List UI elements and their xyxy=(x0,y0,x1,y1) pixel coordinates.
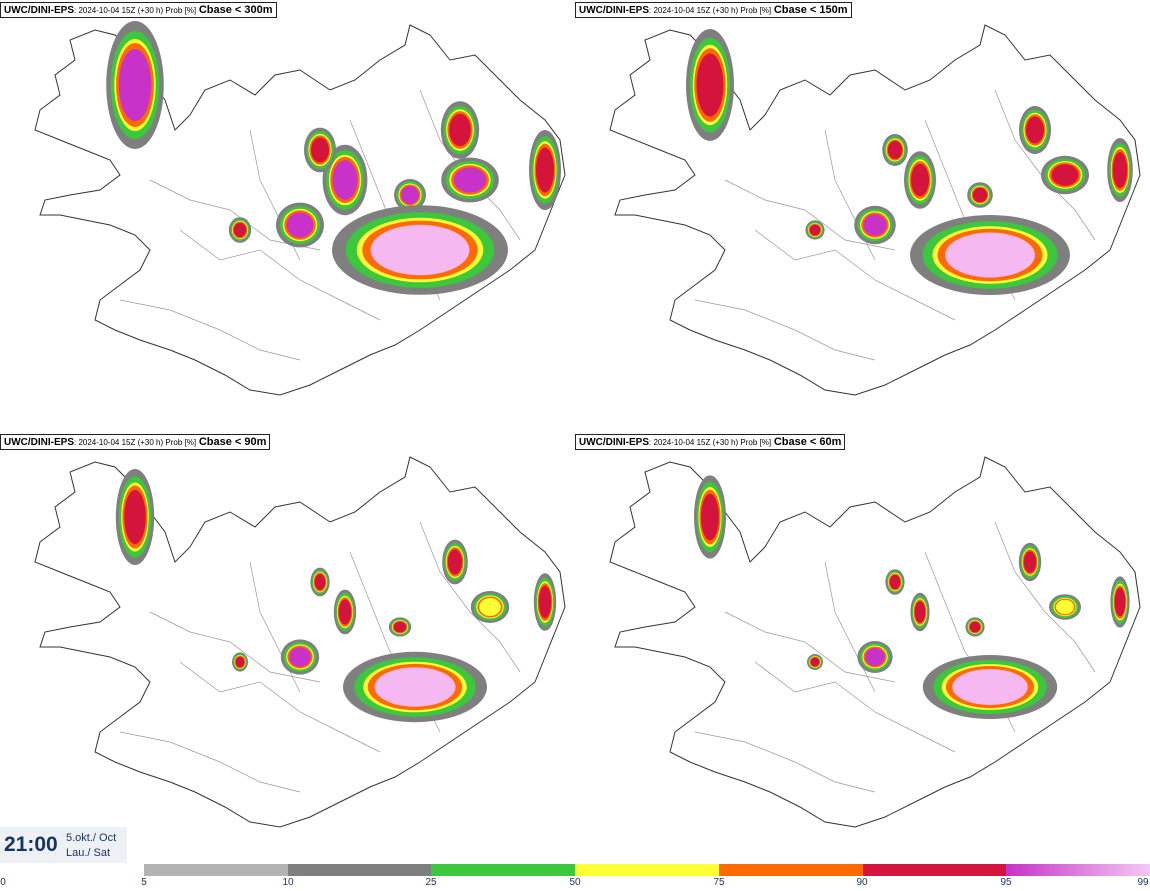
probability-area xyxy=(233,222,247,238)
map-panel-300m: UWC/DINI-EPS: 2024-10-04 15Z (+30 h) Pro… xyxy=(0,0,575,430)
probability-area xyxy=(1023,551,1037,573)
probability-area xyxy=(393,621,407,633)
probability-area xyxy=(1051,164,1079,186)
probability-area xyxy=(865,648,885,666)
boundary-line xyxy=(119,731,301,793)
panel-title: UWC/DINI-EPS: 2024-10-04 15Z (+30 h) Pro… xyxy=(575,2,852,18)
probability-area xyxy=(374,667,456,707)
probability-area xyxy=(1112,152,1128,188)
valid-time: 21:00 xyxy=(4,833,58,856)
map-canvas xyxy=(609,456,1141,828)
colorbar-tick-label: 99 xyxy=(1137,877,1149,888)
colorbar-tick-label: 90 xyxy=(856,877,868,888)
probability-area xyxy=(370,224,470,276)
probability-area xyxy=(401,186,419,204)
probability-area xyxy=(911,163,929,197)
probability-colorbar xyxy=(144,864,1150,876)
colorbar-tick-label: 95 xyxy=(1000,877,1012,888)
boundary-line xyxy=(149,611,321,683)
probability-area xyxy=(809,224,821,236)
boundary-line xyxy=(824,561,876,693)
probability-area xyxy=(696,53,724,117)
probability-area xyxy=(889,574,901,590)
map-panel-90m: UWC/DINI-EPS: 2024-10-04 15Z (+30 h) Pro… xyxy=(0,432,575,862)
colorbar-segment xyxy=(575,864,719,876)
colorbar-segment xyxy=(144,864,288,876)
panel-title: UWC/DINI-EPS: 2024-10-04 15Z (+30 h) Pro… xyxy=(0,2,277,18)
probability-area xyxy=(810,657,820,667)
probability-area xyxy=(701,493,719,541)
boundary-line xyxy=(724,611,896,683)
map-panel-60m: UWC/DINI-EPS: 2024-10-04 15Z (+30 h) Pro… xyxy=(575,432,1150,862)
boundary-line xyxy=(179,661,381,753)
colorbar-segment xyxy=(862,864,1007,876)
map-canvas xyxy=(609,24,1141,396)
panel-title: UWC/DINI-EPS: 2024-10-04 15Z (+30 h) Pro… xyxy=(0,434,271,450)
boundary-line xyxy=(119,299,301,361)
colorbar-segment xyxy=(718,864,863,876)
probability-area xyxy=(449,113,471,147)
map-canvas xyxy=(34,456,566,828)
probability-area xyxy=(969,621,981,633)
boundary-line xyxy=(419,521,521,673)
boundary-line xyxy=(694,731,876,793)
probability-area xyxy=(945,232,1035,278)
probability-area xyxy=(286,212,314,238)
colorbar-tick-label: 50 xyxy=(569,877,581,888)
probability-area xyxy=(447,549,463,575)
map-panel-150m: UWC/DINI-EPS: 2024-10-04 15Z (+30 h) Pro… xyxy=(575,0,1150,430)
colorbar-tick-label: 0 xyxy=(0,877,6,888)
probability-area xyxy=(952,669,1028,705)
colorbar-tick-label: 25 xyxy=(425,877,437,888)
probability-area xyxy=(332,160,358,200)
valid-time-box: 21:00 5.okt./ Oct Lau./ Sat xyxy=(0,827,127,863)
probability-area xyxy=(914,601,926,623)
colorbar-segment xyxy=(1006,864,1150,876)
probability-area xyxy=(479,598,501,616)
boundary-line xyxy=(754,661,956,753)
probability-area xyxy=(235,656,245,668)
probability-area xyxy=(1026,116,1044,144)
boundary-line xyxy=(179,229,381,321)
probability-area xyxy=(289,647,311,667)
boundary-line xyxy=(994,521,1096,673)
colorbar-tick-label: 5 xyxy=(141,877,147,888)
valid-date: 5.okt./ Oct Lau./ Sat xyxy=(66,832,117,859)
map-canvas xyxy=(34,21,566,396)
probability-area xyxy=(453,167,487,193)
probability-area xyxy=(538,585,552,619)
probability-area xyxy=(118,49,152,121)
probability-area xyxy=(124,490,146,544)
probability-area xyxy=(311,137,329,163)
colorbar-segment xyxy=(287,864,432,876)
probability-area xyxy=(887,141,903,159)
panel-title: UWC/DINI-EPS: 2024-10-04 15Z (+30 h) Pro… xyxy=(575,434,846,450)
probability-area xyxy=(314,573,326,591)
probability-area xyxy=(1114,587,1126,617)
boundary-line xyxy=(724,179,896,251)
probability-area xyxy=(338,599,352,625)
colorbar-tick-label: 75 xyxy=(713,877,725,888)
probability-area xyxy=(863,214,887,236)
colorbar-tick-label: 10 xyxy=(282,877,294,888)
colorbar-segment xyxy=(431,864,576,876)
boundary-line xyxy=(694,299,876,361)
probability-area xyxy=(1056,599,1074,615)
boundary-line xyxy=(754,229,956,321)
probability-area xyxy=(972,187,988,203)
probability-area xyxy=(536,147,554,193)
